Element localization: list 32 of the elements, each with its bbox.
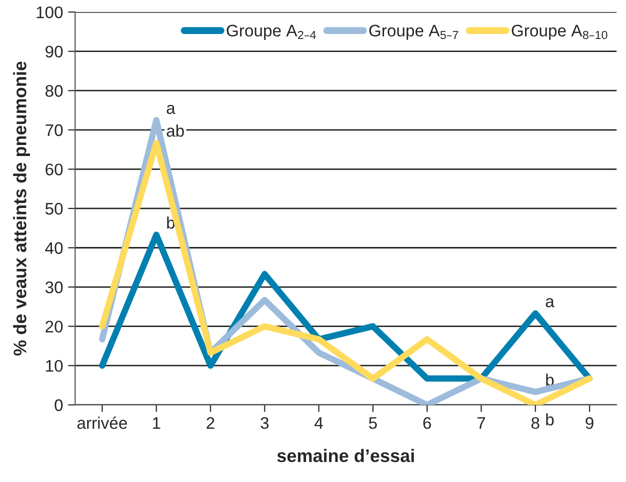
y-tick-label: 40 bbox=[45, 242, 63, 254]
x-tick-label: 9 bbox=[586, 417, 594, 429]
y-tick-label: 70 bbox=[46, 124, 63, 136]
y-tick-label: 10 bbox=[46, 360, 63, 372]
y-tick-label: 20 bbox=[46, 320, 63, 333]
x-axis-title: semaine d’essai bbox=[277, 448, 414, 462]
x-tick-label: 8 bbox=[531, 417, 540, 429]
annotation: b bbox=[167, 216, 175, 229]
annotation: a bbox=[166, 104, 176, 114]
annotation: a bbox=[546, 298, 554, 308]
y-tick-label: 50 bbox=[45, 202, 63, 215]
y-tick-label: 80 bbox=[46, 85, 63, 97]
y-tick-label: 60 bbox=[46, 164, 63, 176]
annotation: ab bbox=[166, 124, 184, 137]
annotation: b bbox=[546, 374, 554, 386]
x-tick-label: 1 bbox=[152, 417, 160, 429]
annotation: b bbox=[546, 413, 554, 426]
y-tick-label: 0 bbox=[54, 399, 63, 412]
y-tick-label: 30 bbox=[45, 281, 63, 294]
legend-label: Groupe A$_{2–4}$ bbox=[226, 24, 316, 40]
x-tick-label: 6 bbox=[423, 417, 431, 429]
legend-label: Groupe A$_{5–7}$ bbox=[369, 24, 458, 40]
y-axis-title: % de veaux atteints de pneumonie bbox=[13, 62, 30, 356]
x-tick-label: 7 bbox=[477, 417, 486, 429]
x-tick-label: 3 bbox=[260, 417, 269, 429]
x-tick-label: 2 bbox=[206, 417, 214, 429]
x-tick-label: 4 bbox=[314, 417, 323, 429]
y-tick-label: 90 bbox=[46, 46, 63, 58]
x-tick-label: 5 bbox=[368, 417, 377, 429]
legend-label: Groupe A$_{8–10}$ bbox=[512, 24, 608, 40]
y-tick-label: 100 bbox=[36, 6, 63, 18]
x-tick-label: arrivée bbox=[77, 416, 127, 429]
